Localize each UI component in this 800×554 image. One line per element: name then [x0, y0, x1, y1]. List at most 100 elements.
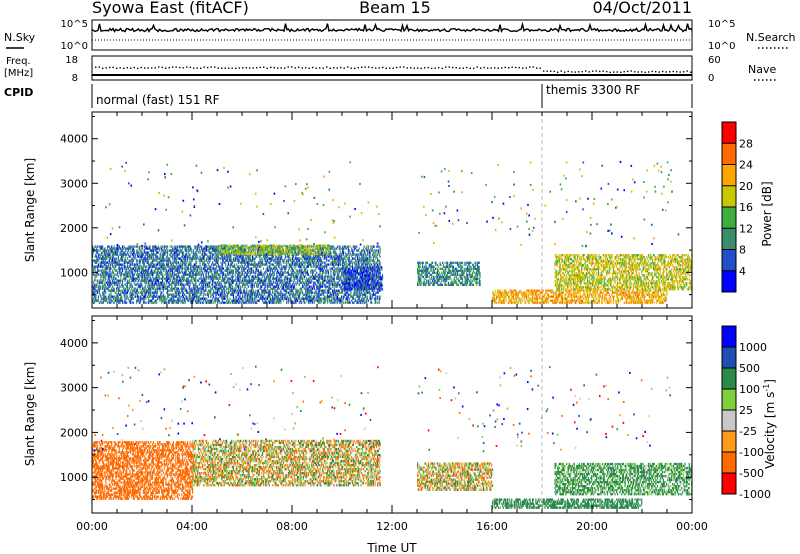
noise-panel-frame — [91, 19, 693, 51]
data-cell — [253, 299, 255, 302]
data-cell — [145, 245, 147, 248]
data-cell — [193, 277, 195, 280]
data-cell — [202, 249, 204, 252]
data-cell — [304, 287, 306, 290]
nave-point — [476, 66, 478, 68]
data-cell — [174, 273, 176, 276]
data-cell — [232, 289, 234, 292]
data-cell — [167, 287, 169, 290]
data-cell — [232, 269, 234, 272]
data-cell — [164, 245, 166, 248]
data-cell — [168, 277, 170, 280]
data-cell — [207, 277, 209, 280]
data-cell — [245, 279, 247, 282]
data-cell — [202, 287, 204, 290]
data-cell — [104, 289, 106, 292]
data-cell — [137, 293, 139, 296]
data-cell — [226, 253, 228, 256]
data-cell — [217, 299, 219, 302]
data-cell — [309, 285, 311, 288]
data-cell — [151, 269, 153, 272]
data-cell — [237, 277, 239, 280]
data-cell — [191, 265, 193, 268]
data-cell — [267, 291, 269, 294]
data-cell — [255, 271, 257, 274]
data-cell — [182, 297, 184, 300]
nave-point — [343, 67, 345, 69]
data-cell — [148, 245, 150, 248]
data-cell — [99, 265, 101, 268]
data-cell — [183, 285, 185, 288]
data-cell — [268, 293, 270, 296]
data-cell — [204, 249, 206, 252]
data-cell — [162, 299, 164, 302]
data-cell — [190, 273, 192, 276]
data-cell — [219, 273, 221, 276]
data-cell — [187, 245, 189, 248]
nave-point — [368, 66, 370, 68]
data-cell — [183, 263, 185, 266]
data-cell — [214, 291, 216, 294]
data-cell — [242, 269, 244, 272]
data-cell — [209, 301, 211, 304]
data-cell — [126, 271, 128, 274]
data-cell — [112, 287, 114, 290]
data-cell — [96, 265, 98, 268]
data-cell — [135, 257, 137, 260]
data-cell — [197, 251, 199, 254]
data-cell — [245, 301, 247, 304]
data-cell — [154, 299, 156, 302]
data-cell — [252, 283, 254, 286]
data-cell — [292, 271, 294, 274]
data-cell — [176, 251, 178, 254]
data-cell — [189, 249, 191, 252]
station-title: Syowa East (fitACF) — [92, 0, 249, 17]
data-cell — [213, 281, 215, 284]
nave-point — [539, 67, 541, 69]
data-cell — [321, 297, 323, 300]
data-cell — [97, 273, 99, 276]
nave-point — [371, 66, 373, 69]
data-cell — [95, 293, 97, 296]
data-cell — [187, 259, 189, 262]
data-cell — [141, 273, 143, 276]
data-cell — [278, 255, 280, 258]
data-cell — [173, 257, 175, 260]
data-cell — [139, 251, 141, 254]
data-cell — [320, 283, 322, 286]
data-cell — [289, 263, 291, 266]
data-cell — [127, 257, 129, 260]
data-cell — [162, 255, 164, 258]
data-cell — [215, 287, 217, 290]
data-cell — [148, 255, 150, 258]
data-cell — [299, 289, 301, 292]
data-cell — [95, 259, 97, 262]
data-cell — [152, 257, 154, 260]
data-cell — [146, 261, 148, 264]
data-cell — [232, 299, 234, 302]
data-cell — [183, 273, 185, 276]
data-cell — [255, 297, 257, 300]
data-cell — [123, 253, 125, 256]
data-cell — [167, 279, 169, 282]
data-cell — [247, 263, 249, 266]
data-cell — [140, 249, 142, 252]
data-cell — [190, 265, 192, 268]
data-cell — [104, 259, 106, 262]
data-cell — [197, 295, 199, 298]
data-cell — [127, 247, 129, 250]
data-cell — [183, 277, 185, 280]
data-cell — [192, 287, 194, 290]
data-cell — [293, 259, 295, 262]
data-cell — [162, 259, 164, 262]
data-cell — [250, 271, 252, 274]
data-cell — [97, 281, 99, 284]
nave-point — [403, 66, 405, 68]
data-cell — [284, 271, 286, 274]
nave-point — [165, 67, 167, 69]
data-cell — [197, 289, 199, 292]
data-cell — [170, 255, 172, 258]
data-cell — [295, 271, 297, 274]
data-cell — [251, 249, 253, 252]
data-cell — [209, 289, 211, 292]
